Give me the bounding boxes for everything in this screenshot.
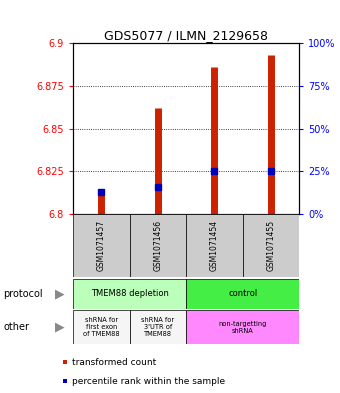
Bar [186, 310, 299, 344]
Text: percentile rank within the sample: percentile rank within the sample [72, 377, 225, 386]
Bar [73, 310, 130, 344]
Text: ▶: ▶ [55, 287, 64, 300]
Text: transformed count: transformed count [72, 358, 156, 367]
Text: GSM1071457: GSM1071457 [97, 220, 106, 271]
Text: shRNA for
3'UTR of
TMEM88: shRNA for 3'UTR of TMEM88 [141, 317, 174, 337]
Bar [186, 214, 243, 277]
Text: non-targetting
shRNA: non-targetting shRNA [219, 321, 267, 334]
Text: protocol: protocol [3, 289, 43, 299]
Text: GSM1071455: GSM1071455 [267, 220, 275, 271]
Text: shRNA for
first exon
of TMEM88: shRNA for first exon of TMEM88 [83, 317, 120, 337]
Bar [130, 214, 186, 277]
Text: TMEM88 depletion: TMEM88 depletion [91, 289, 169, 298]
Text: GSM1071456: GSM1071456 [153, 220, 163, 271]
Text: control: control [228, 289, 257, 298]
Bar [73, 279, 186, 309]
Title: GDS5077 / ILMN_2129658: GDS5077 / ILMN_2129658 [104, 29, 268, 42]
Bar [186, 279, 299, 309]
Bar [243, 214, 299, 277]
Bar [130, 310, 186, 344]
Text: GSM1071454: GSM1071454 [210, 220, 219, 271]
Text: ▶: ▶ [55, 321, 64, 334]
Text: other: other [3, 322, 29, 332]
Bar [73, 214, 130, 277]
